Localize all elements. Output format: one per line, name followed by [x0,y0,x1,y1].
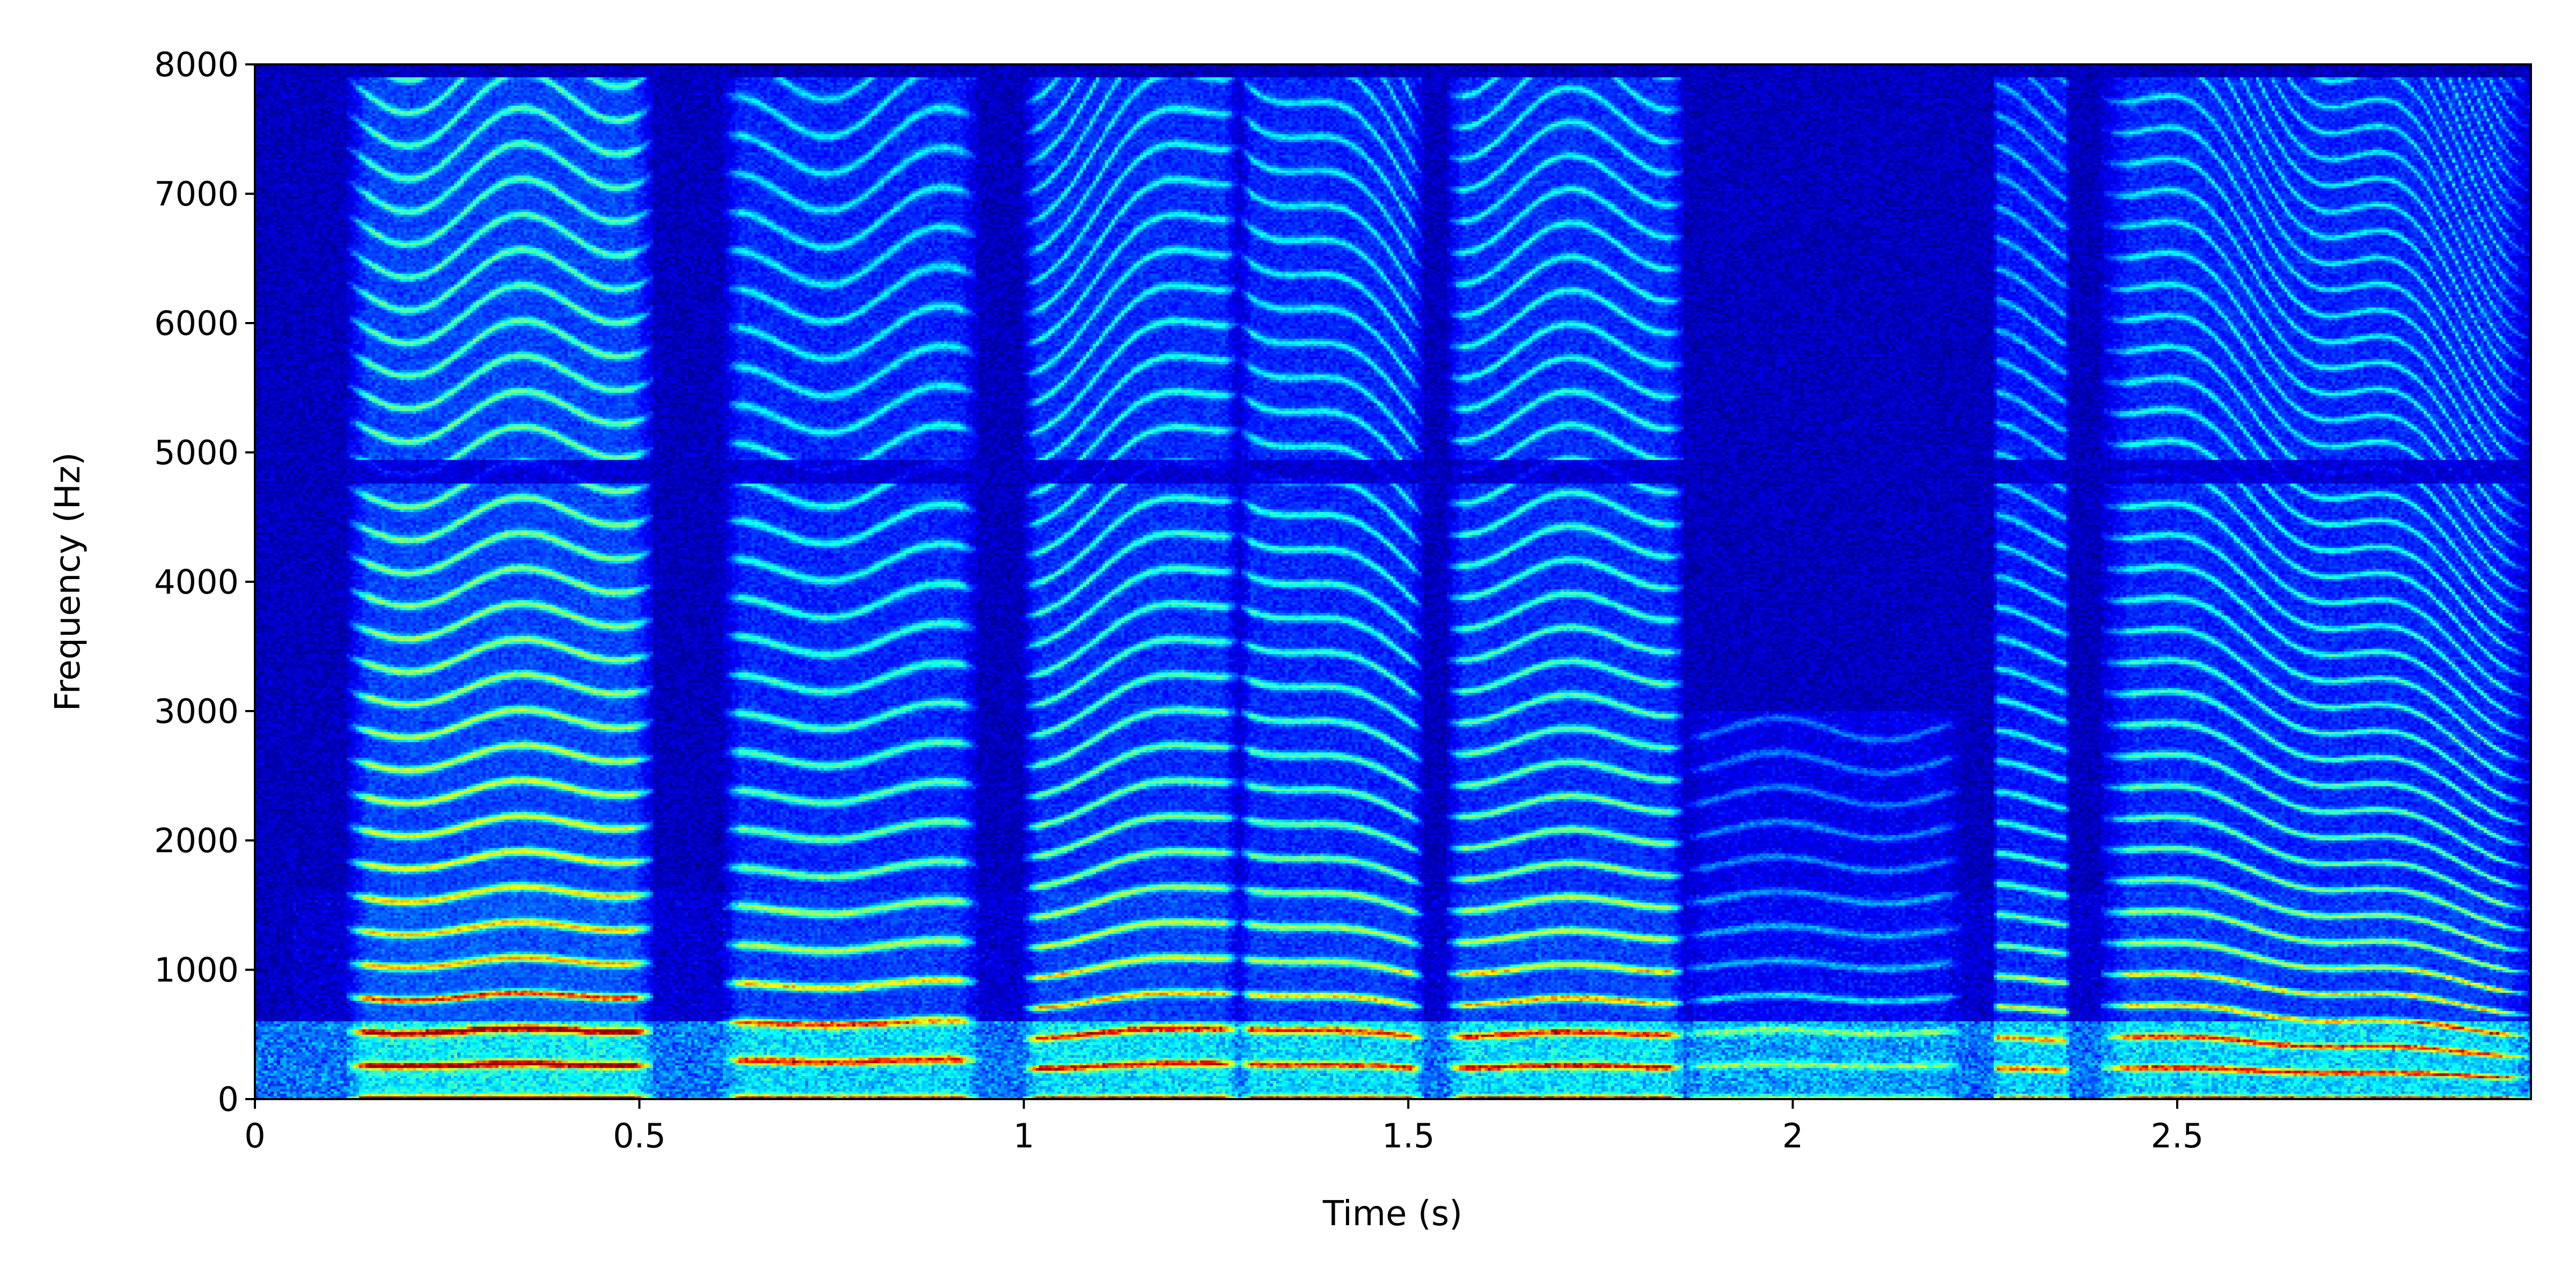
y-tick-label: 5000 [154,433,239,472]
y-tick-label: 0 [218,1080,239,1119]
x-axis: 0 0.5 1 1.5 2 2.5 [244,1099,2204,1155]
x-tick-label: 0 [244,1116,265,1155]
x-tick-label: 2 [1782,1116,1803,1155]
x-tick-label: 1.5 [1382,1116,1435,1155]
plot-area [254,63,2532,1100]
spectrogram-image-container [255,64,2531,1099]
x-tick-label: 0.5 [613,1116,666,1155]
y-axis: 0 1000 2000 3000 4000 5000 6000 7000 8000 [154,45,255,1119]
y-tick-label: 4000 [154,562,239,602]
y-tick-label: 8000 [154,45,239,84]
y-axis-label: Frequency (Hz) [48,452,88,712]
y-tick-label: 2000 [154,821,239,860]
y-tick-label: 3000 [154,692,239,731]
x-axis-label: Time (s) [1322,1194,1462,1234]
y-tick-label: 1000 [154,950,239,990]
y-tick-label: 7000 [154,174,239,214]
spectrogram-heatmap [255,64,2531,1099]
x-tick-label: 1 [1013,1116,1034,1155]
x-tick-label: 2.5 [2151,1116,2204,1155]
y-tick-label: 6000 [154,304,239,343]
